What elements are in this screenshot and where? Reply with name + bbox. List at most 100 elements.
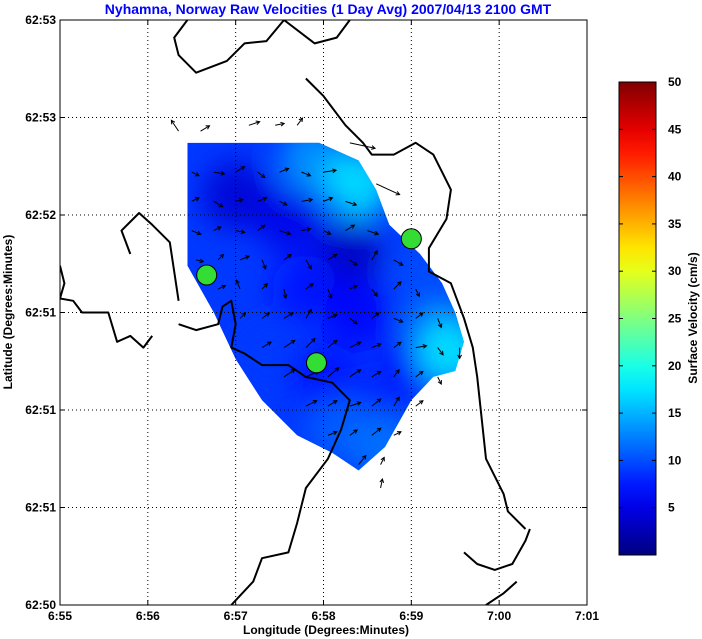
arrow-head (199, 258, 205, 264)
velocity-vectors (170, 117, 462, 489)
arrow-head (353, 284, 358, 290)
arrow-shaft (437, 376, 442, 385)
coastline-segment (60, 265, 66, 299)
arrow-head (290, 339, 296, 345)
arrow-head (235, 279, 240, 285)
arrow-shaft (296, 117, 303, 126)
arrow-head (262, 264, 267, 270)
velocity-arrow (305, 308, 312, 319)
arrow-head (418, 400, 424, 405)
arrow-shaft (283, 339, 296, 349)
velocity-arrow (415, 370, 424, 378)
arrow-head (216, 226, 222, 231)
colorbar-tick-label: 35 (668, 217, 682, 231)
arrow-shaft (239, 255, 250, 261)
arrow-head (415, 292, 420, 298)
velocity-arrow (349, 429, 358, 436)
arrow-head (332, 400, 338, 405)
arrow-head (376, 427, 382, 433)
arrow-head (240, 166, 246, 171)
arrow-head (437, 323, 443, 329)
coastline-segment (60, 297, 153, 349)
coastline-segment (173, 20, 285, 74)
velocity-arrow (217, 284, 227, 290)
velocity-arrow (371, 312, 380, 319)
arrow-head (205, 125, 211, 130)
velocity-arrow (327, 400, 338, 407)
velocity-coverage (187, 142, 464, 471)
arrow-head (395, 396, 400, 402)
arrow-shaft (283, 369, 296, 378)
velocity-arrow (296, 117, 304, 126)
arrow-shaft (283, 289, 287, 299)
arrow-shaft (261, 341, 272, 349)
arrow-shaft (257, 197, 267, 202)
arrow-shaft (323, 230, 331, 235)
arrow-shaft (301, 199, 313, 202)
arrow-shaft (283, 312, 294, 319)
velocity-arrow (301, 227, 312, 232)
radar-site-marker (196, 264, 218, 286)
velocity-arrow (257, 171, 266, 179)
velocity-arrow (261, 259, 267, 270)
arrow-shaft (327, 400, 338, 407)
colorbar-tick-label: 50 (668, 75, 682, 89)
arrow-head (266, 341, 272, 346)
arrow-shaft (371, 288, 378, 297)
arrow-shaft (213, 200, 223, 208)
velocity-arrow (279, 230, 292, 236)
coastline-segment (178, 299, 351, 605)
arrow-shaft (371, 371, 382, 378)
coastline (60, 20, 531, 605)
arrow-shaft (380, 478, 383, 489)
arrow-shaft (349, 142, 376, 149)
arrow-head (238, 198, 244, 203)
coastline-segment (485, 580, 518, 605)
velocity-arrow (437, 376, 442, 385)
y-tick-label: 62:51 (25, 403, 56, 417)
arrow-shaft (170, 120, 179, 132)
arrow-head (219, 253, 225, 259)
velocity-arrow (393, 317, 404, 323)
arrow-shaft (213, 171, 225, 175)
velocity-arrow (437, 318, 443, 329)
arrow-head (306, 227, 312, 232)
velocity-arrow (380, 456, 385, 465)
arrow-shaft (261, 259, 267, 270)
arrow-shaft (248, 121, 260, 126)
arrow-head (361, 454, 367, 460)
velocity-arrow (305, 400, 318, 407)
coastline-segment (283, 20, 351, 45)
arrow-shaft (327, 254, 338, 261)
x-tick-label: 7:00 (487, 609, 511, 623)
y-tick-label: 62:50 (25, 598, 56, 612)
velocity-arrow (261, 312, 271, 319)
arrow-shaft (367, 230, 379, 235)
velocity-arrow (349, 401, 362, 407)
velocity-arrow (283, 312, 294, 319)
arrow-shaft (393, 369, 400, 378)
velocity-arrow (191, 197, 200, 202)
velocity-arrow (191, 171, 200, 177)
arrow-shaft (415, 345, 427, 349)
velocity-arrow (349, 317, 358, 325)
arrow-shaft (257, 171, 266, 178)
plot-area (59, 19, 588, 606)
arrow-shaft (305, 338, 316, 348)
arrow-shaft (415, 371, 424, 378)
arrow-head (307, 308, 312, 314)
velocity-arrow (257, 196, 268, 202)
arrow-head (241, 312, 247, 317)
velocity-arrow (235, 166, 246, 173)
arrow-shaft (327, 340, 338, 348)
velocity-arrow (358, 454, 367, 465)
arrow-shaft (349, 341, 361, 349)
velocity-blob (254, 184, 323, 253)
velocity-arrow (200, 125, 211, 132)
velocity-arrow (248, 120, 261, 126)
velocity-arrow (349, 341, 362, 349)
arrow-shaft (283, 254, 292, 261)
x-axis-ticks: 6:55 6:56 6:57 6:58 6:59 7:00 7:01 (48, 20, 599, 623)
arrow-head (332, 430, 338, 436)
velocity-blob (324, 278, 393, 347)
